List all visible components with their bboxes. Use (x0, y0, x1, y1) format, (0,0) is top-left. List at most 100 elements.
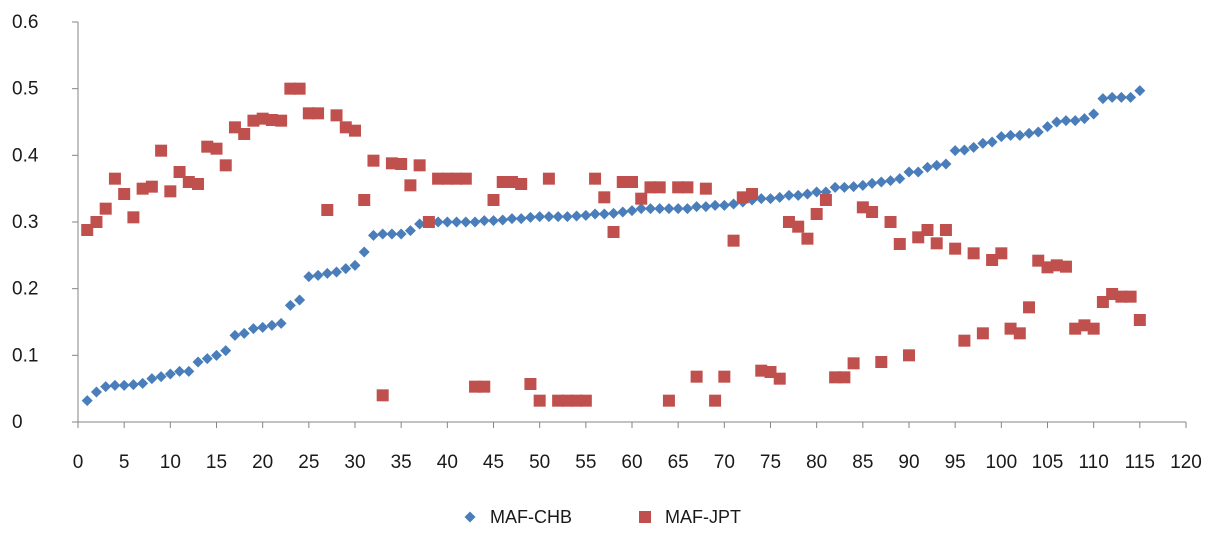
data-point (506, 213, 518, 225)
y-tick-label: 0.1 (12, 345, 38, 366)
x-tick-label: 10 (160, 452, 181, 473)
data-point (1069, 115, 1081, 127)
data-point (819, 194, 832, 206)
data-point (792, 220, 805, 233)
data-point (238, 128, 251, 140)
data-point (699, 182, 712, 195)
y-tick-label: 0 (12, 412, 23, 433)
data-point (312, 107, 325, 120)
data-point (376, 389, 389, 402)
data-point (755, 193, 767, 205)
data-point (432, 216, 444, 228)
data-point (1133, 314, 1146, 326)
data-point (542, 172, 555, 185)
data-point (626, 205, 638, 217)
data-point (755, 364, 768, 377)
data-point (1106, 288, 1119, 300)
data-point (1004, 322, 1017, 335)
data-point (1124, 290, 1137, 303)
data-point (736, 191, 749, 204)
legend-label: MAF-CHB (490, 507, 572, 527)
data-point (1051, 116, 1063, 128)
data-point (1087, 322, 1100, 335)
data-point (524, 378, 537, 390)
data-point (1069, 322, 1082, 335)
data-point (145, 180, 158, 193)
x-tick-label: 30 (344, 452, 365, 473)
x-tick-label: 100 (985, 452, 1017, 473)
data-point (847, 357, 860, 370)
data-point (884, 216, 897, 228)
data-point (385, 157, 398, 170)
data-point (284, 299, 296, 311)
data-point (1134, 85, 1146, 97)
data-point (838, 371, 851, 384)
x-tick-label: 70 (714, 452, 735, 473)
data-point (801, 188, 813, 200)
data-point (228, 121, 241, 134)
data-point (1042, 121, 1053, 133)
data-point (598, 191, 611, 204)
data-point (294, 294, 306, 306)
x-tick-label: 45 (483, 452, 504, 473)
data-point (127, 211, 140, 224)
data-point (1088, 108, 1100, 120)
data-point (1014, 129, 1026, 141)
data-point (977, 137, 989, 149)
data-point (580, 209, 592, 221)
data-point (192, 178, 205, 190)
data-point (1097, 93, 1109, 105)
data-point (774, 191, 786, 203)
data-point (958, 144, 970, 156)
data-point (450, 172, 463, 185)
x-tick-label: 120 (1170, 452, 1202, 473)
x-tick-label: 105 (1032, 452, 1064, 473)
data-point (460, 216, 472, 228)
legend-item: MAF-JPT (639, 507, 741, 527)
data-point (764, 366, 777, 378)
data-point (451, 216, 463, 228)
data-point (432, 172, 445, 185)
data-point (275, 317, 287, 329)
data-point (894, 173, 906, 185)
data-point (893, 238, 906, 250)
y-axis: 0 0.1 0.2 0.3 0.4 0.5 0.6 (12, 12, 79, 433)
legend-marker-square (639, 511, 651, 523)
data-point (256, 112, 269, 125)
data-point (497, 214, 509, 226)
data-point (395, 228, 407, 240)
data-point (201, 353, 213, 365)
data-point (773, 372, 786, 385)
y-tick-label: 0.6 (12, 12, 38, 33)
x-tick-label: 20 (252, 452, 273, 473)
data-point (367, 154, 380, 167)
data-point (912, 231, 925, 244)
legend-label: MAF-JPT (665, 507, 741, 527)
data-point (469, 216, 481, 228)
data-point (912, 166, 924, 178)
data-point (183, 365, 195, 377)
data-point (856, 201, 869, 214)
data-point (589, 208, 601, 220)
data-point (903, 166, 915, 178)
data-point (1115, 290, 1128, 303)
data-point (635, 203, 647, 215)
y-tick-label: 0.5 (12, 79, 38, 100)
series-layer (81, 82, 1146, 407)
y-tick-label: 0.3 (12, 212, 38, 233)
data-point (339, 121, 352, 134)
data-point (949, 145, 961, 157)
data-point (986, 254, 999, 266)
data-point (967, 247, 980, 260)
data-point (174, 365, 186, 377)
data-point (478, 380, 491, 393)
data-point (617, 206, 629, 218)
x-tick-label: 80 (806, 452, 827, 473)
data-point (201, 140, 214, 153)
data-point (543, 211, 555, 223)
data-point (478, 215, 490, 227)
data-point (635, 192, 648, 205)
data-point (330, 109, 343, 122)
data-point (414, 218, 426, 230)
data-point (266, 319, 278, 331)
